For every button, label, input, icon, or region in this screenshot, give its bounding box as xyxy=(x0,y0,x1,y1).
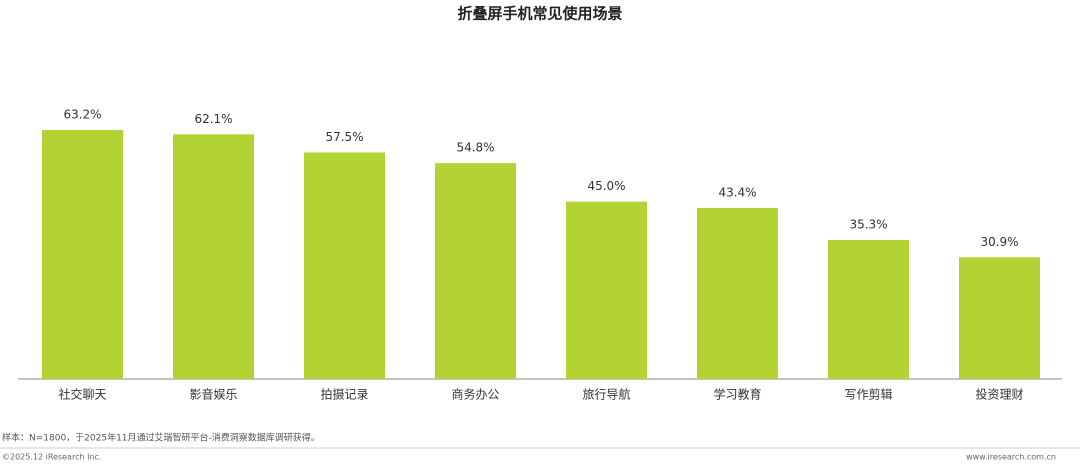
bar xyxy=(435,163,516,379)
bar xyxy=(173,134,254,379)
x-tick-label: 社交聊天 xyxy=(58,387,106,402)
chart-title: 折叠屏手机常见使用场景 xyxy=(457,5,622,23)
bar xyxy=(304,152,385,379)
bar xyxy=(42,129,123,379)
x-tick-label: 影音娱乐 xyxy=(189,387,237,402)
x-tick-label: 拍摄记录 xyxy=(320,387,368,402)
bar xyxy=(959,257,1040,379)
bar xyxy=(566,201,647,379)
value-label: 62.1% xyxy=(194,112,232,126)
x-tick-label: 投资理财 xyxy=(975,387,1023,402)
value-label: 63.2% xyxy=(63,107,101,121)
value-label: 54.8% xyxy=(456,141,494,155)
bar xyxy=(697,208,778,379)
footer-right: www.iresearch.com.cn xyxy=(966,453,1056,462)
x-tick-label: 学习教育 xyxy=(713,387,761,402)
value-label: 43.4% xyxy=(718,186,756,200)
footer-left: ©2025.12 iResearch Inc. xyxy=(2,453,101,462)
value-label: 30.9% xyxy=(980,235,1018,249)
value-label: 45.0% xyxy=(587,179,625,193)
x-tick-label: 写作剪辑 xyxy=(844,387,892,402)
value-label: 57.5% xyxy=(325,130,363,144)
value-label: 35.3% xyxy=(849,217,887,231)
note: 样本：N=1800，于2025年11月通过艾瑞智研平台-消费洞察数据库调研获得。 xyxy=(2,432,320,444)
x-tick-label: 商务办公 xyxy=(451,387,499,402)
bar xyxy=(828,239,909,379)
x-tick-label: 旅行导航 xyxy=(582,387,630,402)
